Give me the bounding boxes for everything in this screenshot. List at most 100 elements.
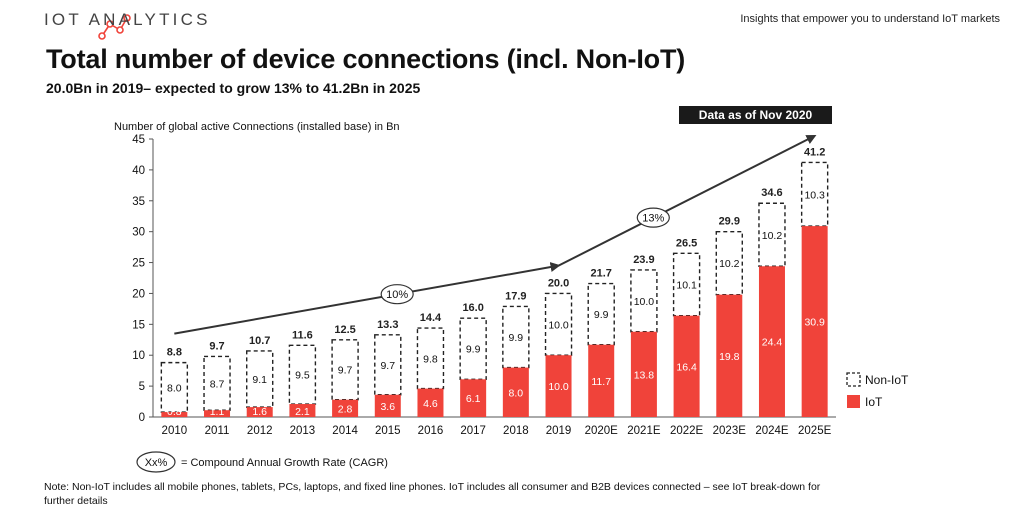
x-tick-label: 2022E xyxy=(670,425,704,437)
bar-iot xyxy=(588,344,615,417)
brand-name: IOT ANALYTICS xyxy=(44,10,211,29)
bar-non-iot xyxy=(331,339,359,401)
non-iot-value-label: 10.1 xyxy=(676,279,697,291)
x-tick-label: 2021E xyxy=(627,425,661,437)
bar-iot xyxy=(246,407,273,417)
x-tick-label: 2016 xyxy=(418,425,444,437)
non-iot-value-label: 9.9 xyxy=(509,332,524,344)
iot-value-label: 0.8 xyxy=(167,406,182,418)
total-value-label: 14.4 xyxy=(420,312,442,324)
total-value-label: 17.9 xyxy=(505,290,526,302)
total-value-label: 21.7 xyxy=(591,268,612,280)
x-tick-label: 2024E xyxy=(755,425,789,437)
iot-value-label: 3.6 xyxy=(380,401,395,413)
x-tick-label: 2010 xyxy=(162,425,188,437)
bar-non-iot xyxy=(246,350,274,408)
non-iot-value-label: 10.0 xyxy=(548,319,569,331)
total-value-label: 41.2 xyxy=(804,146,825,158)
bar-iot xyxy=(801,226,828,417)
bar-iot xyxy=(374,394,401,417)
bar-non-iot xyxy=(672,252,701,317)
total-value-label: 20.0 xyxy=(548,277,569,289)
y-tick-label: 40 xyxy=(132,165,145,177)
non-iot-value-label: 9.7 xyxy=(338,365,353,377)
iot-value-label: 1.6 xyxy=(252,406,267,418)
non-iot-value-label: 10.2 xyxy=(762,230,783,242)
total-value-label: 10.7 xyxy=(249,335,270,347)
x-tick-label: 2011 xyxy=(205,425,230,437)
total-value-label: 13.3 xyxy=(377,319,398,331)
non-iot-value-label: 9.1 xyxy=(252,374,267,386)
iot-value-label: 8.0 xyxy=(509,387,524,399)
data-date-badge: Data as of Nov 2020 xyxy=(679,106,832,124)
x-tick-label: 2023E xyxy=(713,425,747,437)
legend-swatch-non-iot xyxy=(846,372,861,387)
non-iot-value-label: 8.0 xyxy=(167,382,182,394)
bar-iot xyxy=(460,379,487,417)
bar-non-iot xyxy=(544,292,573,356)
x-tick-label: 2014 xyxy=(332,425,358,437)
y-tick-label: 5 xyxy=(139,381,145,393)
footnote: Note: Non-IoT includes all mobile phones… xyxy=(44,481,821,507)
y-tick-label: 15 xyxy=(132,319,145,331)
y-tick-label: 45 xyxy=(132,134,145,146)
total-value-label: 8.8 xyxy=(167,347,182,359)
tagline: Insights that empower you to understand … xyxy=(740,13,1000,25)
iot-value-label: 6.1 xyxy=(466,393,481,405)
non-iot-value-label: 10.0 xyxy=(634,296,655,308)
bar-non-iot xyxy=(416,327,445,390)
non-iot-value-label: 9.7 xyxy=(380,360,395,372)
cagr-2010-2019-label: 10% xyxy=(386,289,408,301)
x-tick-label: 2025E xyxy=(798,425,832,437)
iot-value-label: 4.6 xyxy=(423,398,438,410)
iot-value-label: 2.8 xyxy=(338,403,353,415)
bar-non-iot xyxy=(288,344,317,405)
x-tick-label: 2015 xyxy=(375,425,401,437)
x-tick-label: 2019 xyxy=(546,425,572,437)
bar-non-iot xyxy=(800,161,829,227)
total-value-label: 11.6 xyxy=(292,329,313,341)
bar-iot xyxy=(502,367,529,417)
bar-iot xyxy=(545,355,572,417)
bar-non-iot xyxy=(758,202,786,267)
legend-swatch-iot xyxy=(847,395,860,408)
bar-iot xyxy=(716,294,743,417)
total-value-label: 29.9 xyxy=(719,216,740,228)
non-iot-value-label: 9.9 xyxy=(466,344,481,356)
iot-value-label: 11.7 xyxy=(591,376,611,388)
iot-value-label: 19.8 xyxy=(719,351,740,363)
iot-value-label: 13.8 xyxy=(634,369,655,381)
cagr-key-text: = Compound Annual Growth Rate (CAGR) xyxy=(181,457,388,469)
legend-label-iot: IoT xyxy=(865,395,883,409)
iot-analytics-logo-icon xyxy=(98,14,131,40)
iot-value-label: 24.4 xyxy=(762,337,783,349)
cagr-2019-2025-bubble xyxy=(636,207,670,228)
chart-title: Total number of device connections (incl… xyxy=(46,44,686,74)
x-tick-label: 2013 xyxy=(290,425,316,437)
cagr-2019-2025-label: 13% xyxy=(642,213,664,225)
cagr-key-symbol: Xx% xyxy=(145,457,168,469)
total-value-label: 9.7 xyxy=(209,340,224,352)
non-iot-value-label: 9.9 xyxy=(594,309,609,321)
y-tick-label: 30 xyxy=(132,227,145,239)
bar-iot xyxy=(161,412,188,417)
iot-value-label: 10.0 xyxy=(548,381,569,393)
non-iot-value-label: 10.2 xyxy=(719,258,740,270)
x-tick-label: 2018 xyxy=(503,425,529,437)
cagr-2010-2019-bubble xyxy=(380,284,414,305)
iot-value-label: 30.9 xyxy=(804,317,825,329)
bar-non-iot xyxy=(630,269,658,333)
non-iot-value-label: 10.3 xyxy=(804,189,825,201)
total-value-label: 26.5 xyxy=(676,237,697,249)
y-tick-label: 10 xyxy=(132,350,145,362)
x-tick-label: 2017 xyxy=(460,425,486,437)
bar-iot xyxy=(630,331,657,417)
bar-non-iot xyxy=(715,230,743,296)
x-tick-label: 2012 xyxy=(247,425,273,437)
bar-iot xyxy=(758,266,785,417)
bar-iot xyxy=(204,410,231,417)
non-iot-value-label: 9.8 xyxy=(423,353,438,365)
y-tick-label: 20 xyxy=(132,288,145,300)
total-value-label: 12.5 xyxy=(334,324,355,336)
